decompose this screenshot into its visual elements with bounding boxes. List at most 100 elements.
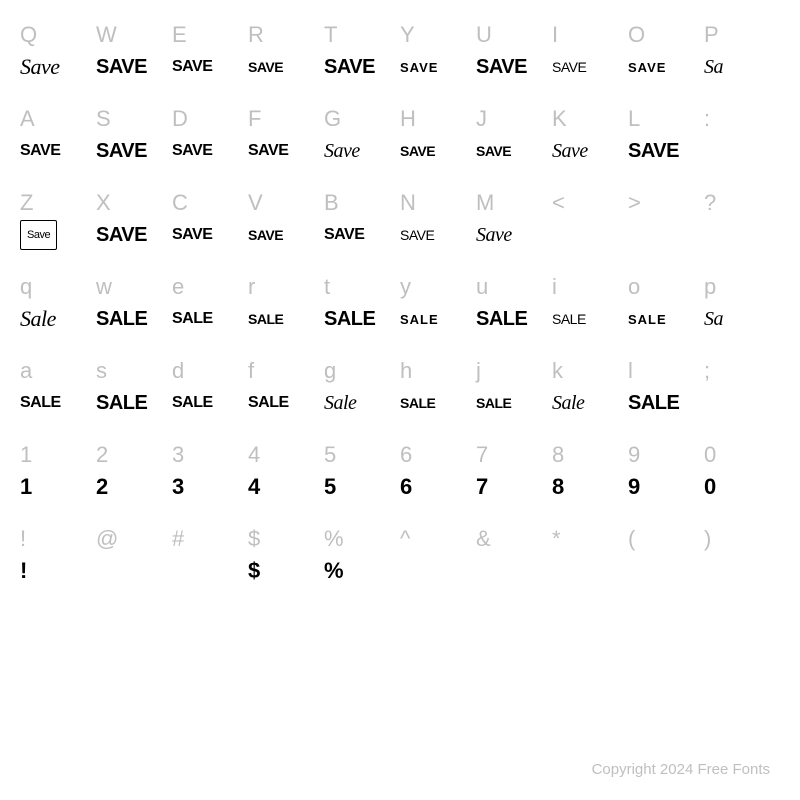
key-label: r bbox=[248, 270, 256, 304]
char-cell: FSAVE bbox=[248, 102, 324, 186]
key-label: 5 bbox=[324, 438, 337, 472]
key-label: W bbox=[96, 18, 117, 52]
char-cell: 99 bbox=[628, 438, 704, 522]
char-cell: jSALE bbox=[476, 354, 552, 438]
key-label: ( bbox=[628, 522, 636, 556]
key-label: 0 bbox=[704, 438, 717, 472]
glyph-sample: Save bbox=[20, 220, 57, 250]
char-cell: rSALE bbox=[248, 270, 324, 354]
glyph-sample: SAVE bbox=[628, 52, 666, 82]
char-cell: %% bbox=[324, 522, 400, 606]
glyph-sample: 6 bbox=[400, 472, 412, 502]
char-cell: uSALE bbox=[476, 270, 552, 354]
char-cell: HSAVE bbox=[400, 102, 476, 186]
key-label: F bbox=[248, 102, 262, 136]
key-label: V bbox=[248, 186, 263, 220]
key-label: U bbox=[476, 18, 492, 52]
glyph-sample: Sa bbox=[704, 52, 723, 82]
char-cell: oSALE bbox=[628, 270, 704, 354]
key-label: E bbox=[172, 18, 187, 52]
glyph-sample: SAVE bbox=[248, 220, 283, 250]
character-map-grid: QSaveWSAVEESAVERSAVETSAVEYSAVEUSAVEISAVE… bbox=[0, 0, 800, 606]
key-label: e bbox=[172, 270, 185, 304]
glyph-sample: SAVE bbox=[552, 52, 586, 82]
glyph-sample: SAVE bbox=[248, 52, 283, 82]
glyph-sample: 9 bbox=[628, 472, 640, 502]
char-cell: KSave bbox=[552, 102, 628, 186]
key-label: G bbox=[324, 102, 342, 136]
key-label: g bbox=[324, 354, 337, 388]
char-cell: 33 bbox=[172, 438, 248, 522]
key-label: C bbox=[172, 186, 188, 220]
char-cell: ZSave bbox=[20, 186, 96, 270]
glyph-sample: Save bbox=[552, 136, 588, 166]
key-label: ? bbox=[704, 186, 717, 220]
key-label: ! bbox=[20, 522, 27, 556]
key-label: o bbox=[628, 270, 641, 304]
glyph-sample: SAVE bbox=[400, 52, 438, 82]
char-cell: ? bbox=[704, 186, 780, 270]
glyph-sample: ! bbox=[20, 556, 27, 586]
glyph-sample: SALE bbox=[628, 304, 667, 334]
key-label: 4 bbox=[248, 438, 261, 472]
char-cell: iSALE bbox=[552, 270, 628, 354]
glyph-sample: % bbox=[324, 556, 343, 586]
key-label: q bbox=[20, 270, 33, 304]
char-cell: TSAVE bbox=[324, 18, 400, 102]
key-label: < bbox=[552, 186, 565, 220]
char-cell: pSa bbox=[704, 270, 780, 354]
key-label: s bbox=[96, 354, 108, 388]
char-cell: PSa bbox=[704, 18, 780, 102]
glyph-sample: SALE bbox=[324, 304, 375, 334]
glyph-sample: SAVE bbox=[172, 220, 212, 250]
key-label: w bbox=[96, 270, 112, 304]
key-label: ; bbox=[704, 354, 711, 388]
key-label: 7 bbox=[476, 438, 489, 472]
glyph-sample: 1 bbox=[20, 472, 32, 502]
char-cell: !! bbox=[20, 522, 96, 606]
glyph-sample: 3 bbox=[172, 472, 184, 502]
key-label: K bbox=[552, 102, 567, 136]
glyph-sample: SALE bbox=[400, 388, 435, 418]
glyph-sample: SAVE bbox=[20, 136, 60, 166]
key-label: D bbox=[172, 102, 188, 136]
char-cell: lSALE bbox=[628, 354, 704, 438]
glyph-sample: 7 bbox=[476, 472, 488, 502]
key-label: T bbox=[324, 18, 338, 52]
char-cell: hSALE bbox=[400, 354, 476, 438]
key-label: X bbox=[96, 186, 111, 220]
glyph-sample: SAVE bbox=[172, 136, 212, 166]
char-cell: 66 bbox=[400, 438, 476, 522]
glyph-sample: SALE bbox=[476, 304, 527, 334]
char-cell: ySALE bbox=[400, 270, 476, 354]
key-label: I bbox=[552, 18, 559, 52]
key-label: A bbox=[20, 102, 35, 136]
key-label: 9 bbox=[628, 438, 641, 472]
key-label: Q bbox=[20, 18, 38, 52]
glyph-sample: SAVE bbox=[628, 136, 679, 166]
glyph-sample: SALE bbox=[96, 304, 147, 334]
glyph-sample: SAVE bbox=[96, 220, 147, 250]
glyph-sample: SAVE bbox=[476, 136, 511, 166]
char-cell: < bbox=[552, 186, 628, 270]
char-cell: @ bbox=[96, 522, 172, 606]
glyph-sample: SAVE bbox=[400, 220, 434, 250]
key-label: f bbox=[248, 354, 255, 388]
key-label: p bbox=[704, 270, 717, 304]
glyph-sample: SALE bbox=[248, 304, 283, 334]
key-label: ) bbox=[704, 522, 712, 556]
key-label: $ bbox=[248, 522, 261, 556]
char-cell: ESAVE bbox=[172, 18, 248, 102]
key-label: @ bbox=[96, 522, 119, 556]
glyph-sample: Save bbox=[324, 136, 360, 166]
key-label: d bbox=[172, 354, 185, 388]
key-label: 3 bbox=[172, 438, 185, 472]
key-label: Z bbox=[20, 186, 34, 220]
char-cell: : bbox=[704, 102, 780, 186]
key-label: & bbox=[476, 522, 491, 556]
copyright-footer: Copyright 2024 Free Fonts bbox=[592, 761, 770, 778]
char-cell: LSAVE bbox=[628, 102, 704, 186]
char-cell: $$ bbox=[248, 522, 324, 606]
char-cell: SSAVE bbox=[96, 102, 172, 186]
char-cell: VSAVE bbox=[248, 186, 324, 270]
